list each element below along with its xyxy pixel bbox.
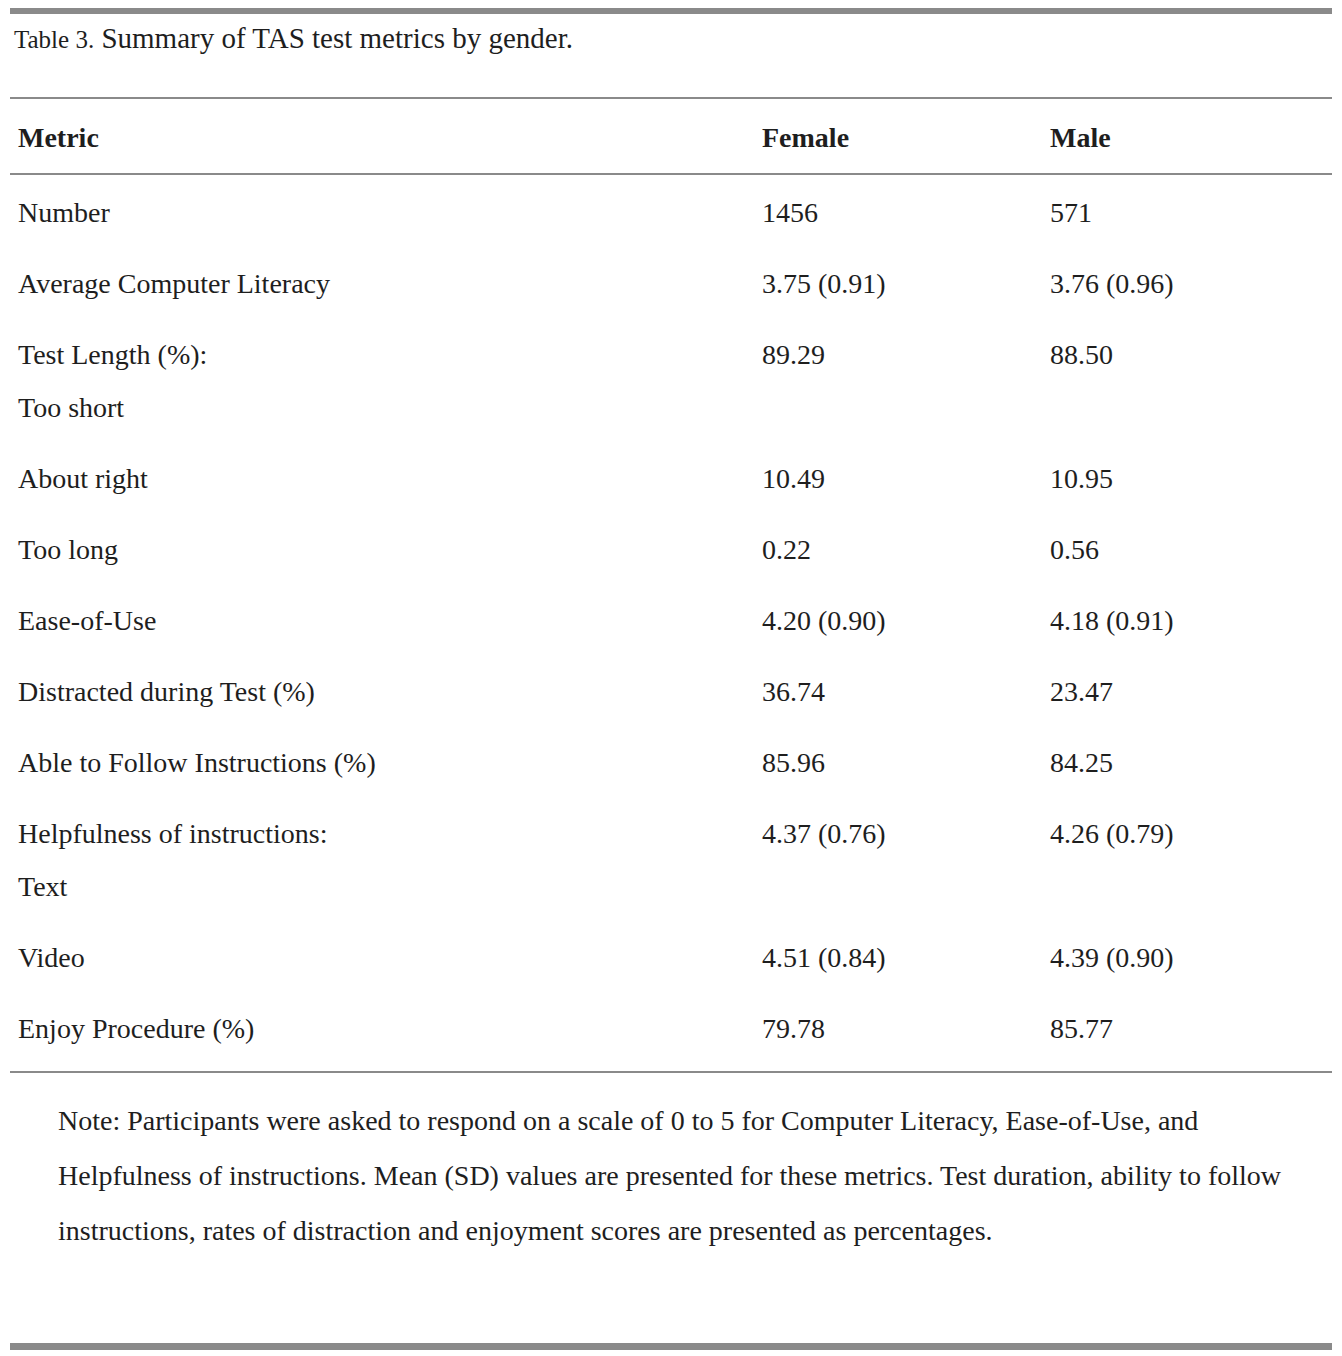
table-row: Ease-of-Use 4.20 (0.90) 4.18 (0.91) (10, 583, 1332, 654)
metric-subcategory: Text (18, 870, 754, 903)
male-value-cell: 23.47 (1042, 654, 1332, 725)
table-row: Video 4.51 (0.84) 4.39 (0.90) (10, 920, 1332, 991)
female-value-cell: 36.74 (754, 654, 1042, 725)
male-value-cell: 4.39 (0.90) (1042, 920, 1332, 991)
female-value-cell: 79.78 (754, 991, 1042, 1072)
table-row: Too long 0.22 0.56 (10, 512, 1332, 583)
metric-cell: Video (10, 920, 754, 991)
metric-cell: Enjoy Procedure (%) (10, 991, 754, 1072)
male-value-cell: 85.77 (1042, 991, 1332, 1072)
female-value-cell: 4.51 (0.84) (754, 920, 1042, 991)
female-value-cell: 10.49 (754, 441, 1042, 512)
male-value-cell: 3.76 (0.96) (1042, 246, 1332, 317)
metric-label: Test Length (%): (18, 338, 754, 371)
column-header-male: Male (1042, 98, 1332, 174)
table-row: Helpfulness of instructions: Text 4.37 (… (10, 796, 1332, 920)
table-row: Number 1456 571 (10, 174, 1332, 246)
male-value-cell: 4.18 (0.91) (1042, 583, 1332, 654)
header-row: Metric Female Male (10, 98, 1332, 174)
metric-subcategory: Too short (18, 391, 754, 424)
metric-cell: Average Computer Literacy (10, 246, 754, 317)
male-value-cell: 84.25 (1042, 725, 1332, 796)
male-value-cell: 10.95 (1042, 441, 1332, 512)
table-caption: Table 3. Summary of TAS test metrics by … (14, 22, 1332, 56)
female-value-cell: 0.22 (754, 512, 1042, 583)
female-value-cell: 4.37 (0.76) (754, 796, 1042, 920)
metric-cell: Distracted during Test (%) (10, 654, 754, 725)
male-value-cell: 0.56 (1042, 512, 1332, 583)
metric-cell: Helpfulness of instructions: Text (10, 796, 754, 920)
metric-cell: Ease-of-Use (10, 583, 754, 654)
metric-cell: About right (10, 441, 754, 512)
female-value-cell: 89.29 (754, 317, 1042, 441)
table-row: Distracted during Test (%) 36.74 23.47 (10, 654, 1332, 725)
table-caption-text: Summary of TAS test metrics by gender. (101, 22, 573, 54)
bottom-rule (10, 1343, 1332, 1350)
table-row: Enjoy Procedure (%) 79.78 85.77 (10, 991, 1332, 1072)
table-label: Table 3. (14, 26, 94, 53)
metric-cell: Number (10, 174, 754, 246)
male-value-cell: 4.26 (0.79) (1042, 796, 1332, 920)
metric-cell: Test Length (%): Too short (10, 317, 754, 441)
table-row: Average Computer Literacy 3.75 (0.91) 3.… (10, 246, 1332, 317)
paper-table-figure: Table 3. Summary of TAS test metrics by … (0, 0, 1342, 1356)
column-header-metric: Metric (10, 98, 754, 174)
table-row: About right 10.49 10.95 (10, 441, 1332, 512)
table-note: Note: Participants were asked to respond… (58, 1093, 1308, 1258)
male-value-cell: 88.50 (1042, 317, 1332, 441)
male-value-cell: 571 (1042, 174, 1332, 246)
top-rule (10, 8, 1332, 14)
column-header-female: Female (754, 98, 1042, 174)
female-value-cell: 3.75 (0.91) (754, 246, 1042, 317)
metric-cell: Able to Follow Instructions (%) (10, 725, 754, 796)
metric-label: Helpfulness of instructions: (18, 817, 754, 850)
table-row: Test Length (%): Too short 89.29 88.50 (10, 317, 1332, 441)
metrics-table: Metric Female Male Number 1456 571 Avera… (10, 97, 1332, 1073)
table-row: Able to Follow Instructions (%) 85.96 84… (10, 725, 1332, 796)
female-value-cell: 85.96 (754, 725, 1042, 796)
female-value-cell: 1456 (754, 174, 1042, 246)
metric-cell: Too long (10, 512, 754, 583)
female-value-cell: 4.20 (0.90) (754, 583, 1042, 654)
